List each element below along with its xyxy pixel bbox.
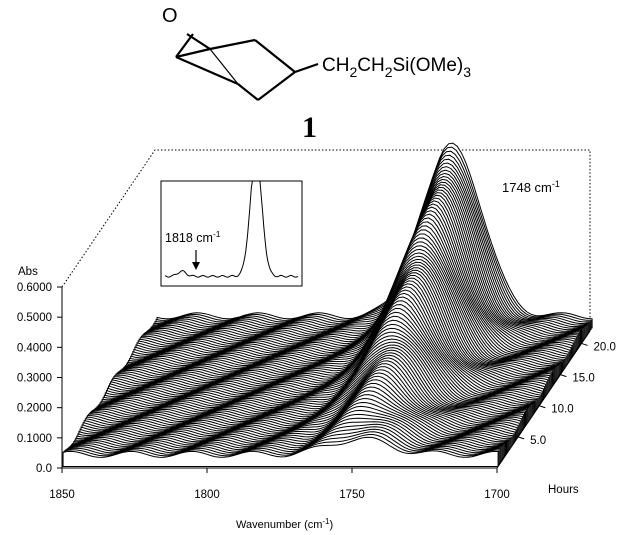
y-tick-label: 0.6000 — [17, 282, 52, 294]
z-axis-label: Hours — [548, 484, 579, 496]
inset-annotation: 1818 cm-1 — [165, 229, 221, 245]
bond — [209, 38, 256, 51]
z-tick — [517, 436, 525, 440]
x-tick-label: 1850 — [49, 489, 75, 501]
inset-frame — [160, 180, 303, 287]
bond — [175, 55, 239, 86]
bond — [175, 33, 194, 58]
y-tick-label: 0.0 — [36, 463, 52, 475]
x-tick-label: 1700 — [484, 489, 510, 501]
bond — [254, 39, 296, 73]
y-tick-label: 0.4000 — [17, 342, 52, 354]
spectra-traces — [62, 142, 593, 467]
z-tick-label: 5.0 — [530, 435, 546, 447]
bond — [257, 71, 296, 101]
z-tick-label: 10.0 — [551, 404, 573, 416]
y-tick-label: 0.5000 — [17, 312, 52, 324]
spectrum-trace — [62, 436, 499, 467]
substituent-label: CH2CH2Si(OMe)3 — [322, 55, 471, 80]
y-tick-label: 0.2000 — [17, 403, 52, 415]
z-tick — [581, 342, 588, 346]
y-axis-label: Abs — [18, 266, 38, 278]
axes: 1850 1800 1750 1700 0.0 0.1000 0.2000 0.3000 0.4… — [17, 282, 616, 501]
bond — [294, 62, 319, 74]
x-axis-label: Wavenumber (cm-1) — [236, 517, 333, 531]
x-tick-label: 1750 — [339, 489, 365, 501]
bond — [237, 83, 259, 101]
z-tick-label: 20.0 — [594, 341, 616, 353]
compound-number: 1 — [302, 111, 317, 144]
z-tick-label: 15.0 — [572, 373, 594, 385]
inset-plot: 1818 cm-1 — [160, 180, 303, 287]
z-tick — [560, 374, 567, 378]
peak-label: 1748 cm-1 — [502, 179, 560, 195]
y-tick-label: 0.1000 — [17, 433, 52, 445]
bond — [186, 33, 211, 50]
z-tick — [539, 405, 546, 409]
y-tick-label: 0.3000 — [17, 373, 52, 385]
inset-arrowhead — [192, 262, 200, 270]
molecule-structure — [175, 33, 319, 101]
bond — [175, 47, 211, 59]
oxygen-label: O — [162, 5, 178, 27]
z-axis-line — [496, 330, 591, 469]
bond — [209, 48, 239, 85]
inset-spectrum-line — [164, 180, 299, 278]
x-tick-label: 1800 — [194, 489, 220, 501]
